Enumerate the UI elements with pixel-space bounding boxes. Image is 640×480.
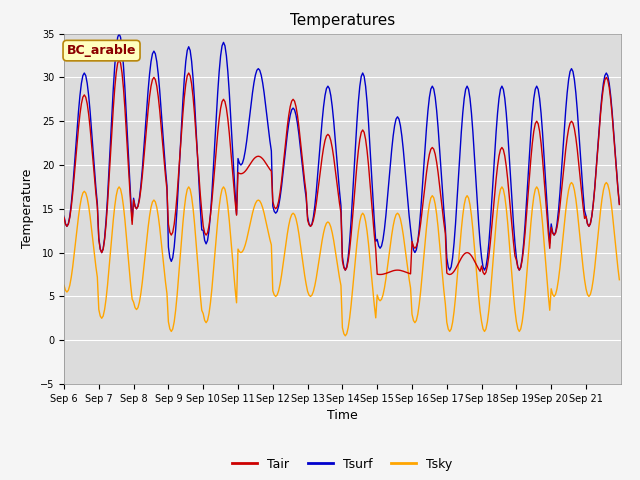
Tair (376, 272, 384, 277)
Tsky (616, 277, 623, 283)
Tair (60, 215, 68, 220)
Tair (79, 94, 86, 100)
Tsurf (342, 267, 349, 273)
Tsky (79, 190, 86, 196)
Line: Tair: Tair (64, 60, 620, 275)
Tsurf (60, 213, 68, 219)
Tsky (540, 238, 548, 243)
Tsurf (79, 73, 86, 79)
Tair (97, 246, 104, 252)
Tsky (342, 333, 349, 339)
Tsky (458, 227, 465, 232)
Tair (115, 57, 123, 63)
Title: Temperatures: Temperatures (290, 13, 395, 28)
Tsurf (614, 185, 621, 191)
Tsky (60, 282, 68, 288)
Text: BC_arable: BC_arable (67, 44, 136, 57)
Tsky (348, 302, 355, 308)
Tsky (97, 313, 104, 319)
Tsky (614, 265, 621, 271)
Tair (541, 193, 549, 199)
Tair (614, 186, 621, 192)
Tsky (568, 180, 575, 185)
Legend: Tair, Tsurf, Tsky: Tair, Tsurf, Tsky (227, 453, 458, 476)
Tsurf (541, 175, 549, 181)
Line: Tsky: Tsky (64, 182, 620, 336)
Tair (459, 253, 467, 259)
X-axis label: Time: Time (327, 409, 358, 422)
Tsurf (115, 31, 123, 36)
Line: Tsurf: Tsurf (64, 34, 620, 270)
Tair (348, 232, 355, 238)
Tsurf (349, 194, 356, 200)
Tsurf (459, 110, 467, 116)
Y-axis label: Temperature: Temperature (21, 169, 35, 249)
Tair (616, 202, 623, 207)
Tsurf (616, 201, 623, 207)
Tsurf (97, 246, 104, 252)
